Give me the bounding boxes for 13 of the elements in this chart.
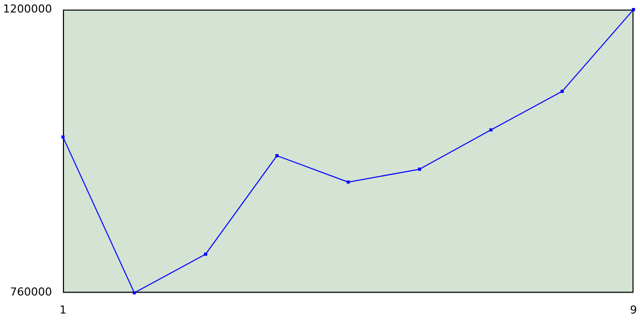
y-tick-label: 1200000 xyxy=(2,2,52,16)
point xyxy=(560,90,564,93)
point xyxy=(275,154,278,158)
point xyxy=(204,252,208,256)
x-tick-label: 1 xyxy=(59,303,66,316)
point xyxy=(632,8,636,12)
point xyxy=(489,128,492,132)
point xyxy=(346,180,350,184)
point xyxy=(61,135,65,139)
point xyxy=(418,168,422,171)
x-tick-label: 9 xyxy=(630,303,637,316)
point xyxy=(132,291,136,294)
y-tick-label: 760000 xyxy=(10,286,52,299)
